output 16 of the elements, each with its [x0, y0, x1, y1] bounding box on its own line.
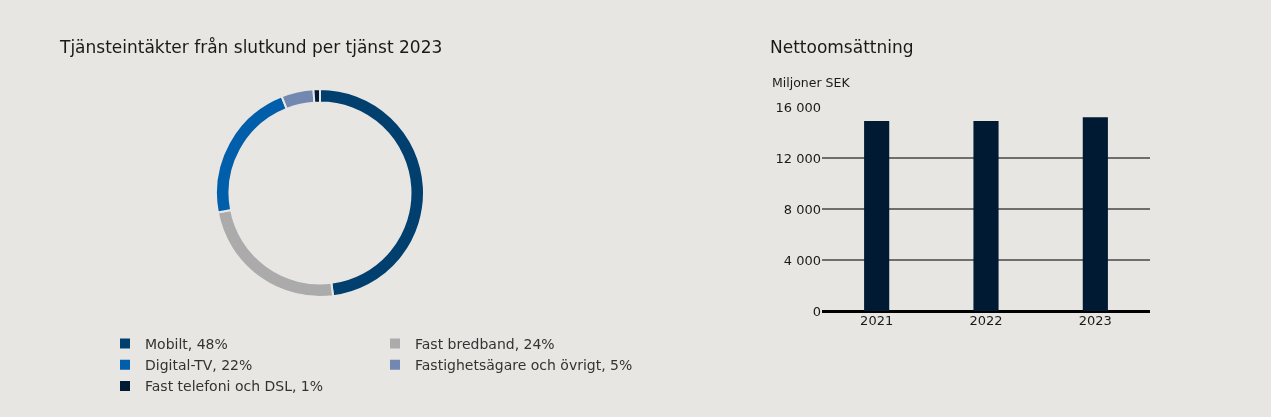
legend-label: Fast telefoni och DSL, 1%: [145, 378, 324, 395]
legend-label: Digital-TV, 22%: [145, 357, 253, 374]
x-tick-label: 2023: [1078, 313, 1112, 328]
x-tick-label: 2022: [969, 313, 1003, 328]
y-tick-label: 0: [812, 303, 821, 319]
chart-title: Tjänsteintäkter från slutkund per tjänst 2023: [59, 36, 443, 57]
legend-label: Fast bredband, 24%: [415, 336, 555, 353]
x-tick-label: 2021: [860, 313, 894, 328]
y-axis-title: Miljoner SEK: [772, 75, 851, 90]
chart-title: Nettoomsättning: [770, 36, 914, 57]
y-tick-label: 4 000: [783, 252, 821, 268]
y-tick-label: 16 000: [775, 99, 821, 115]
y-tick-label: 8 000: [783, 201, 821, 217]
legend-label: Mobilt, 48%: [145, 336, 228, 353]
y-tick-label: 12 000: [775, 150, 821, 166]
legend-label: Fastighetsägare och övrigt, 5%: [415, 357, 633, 374]
